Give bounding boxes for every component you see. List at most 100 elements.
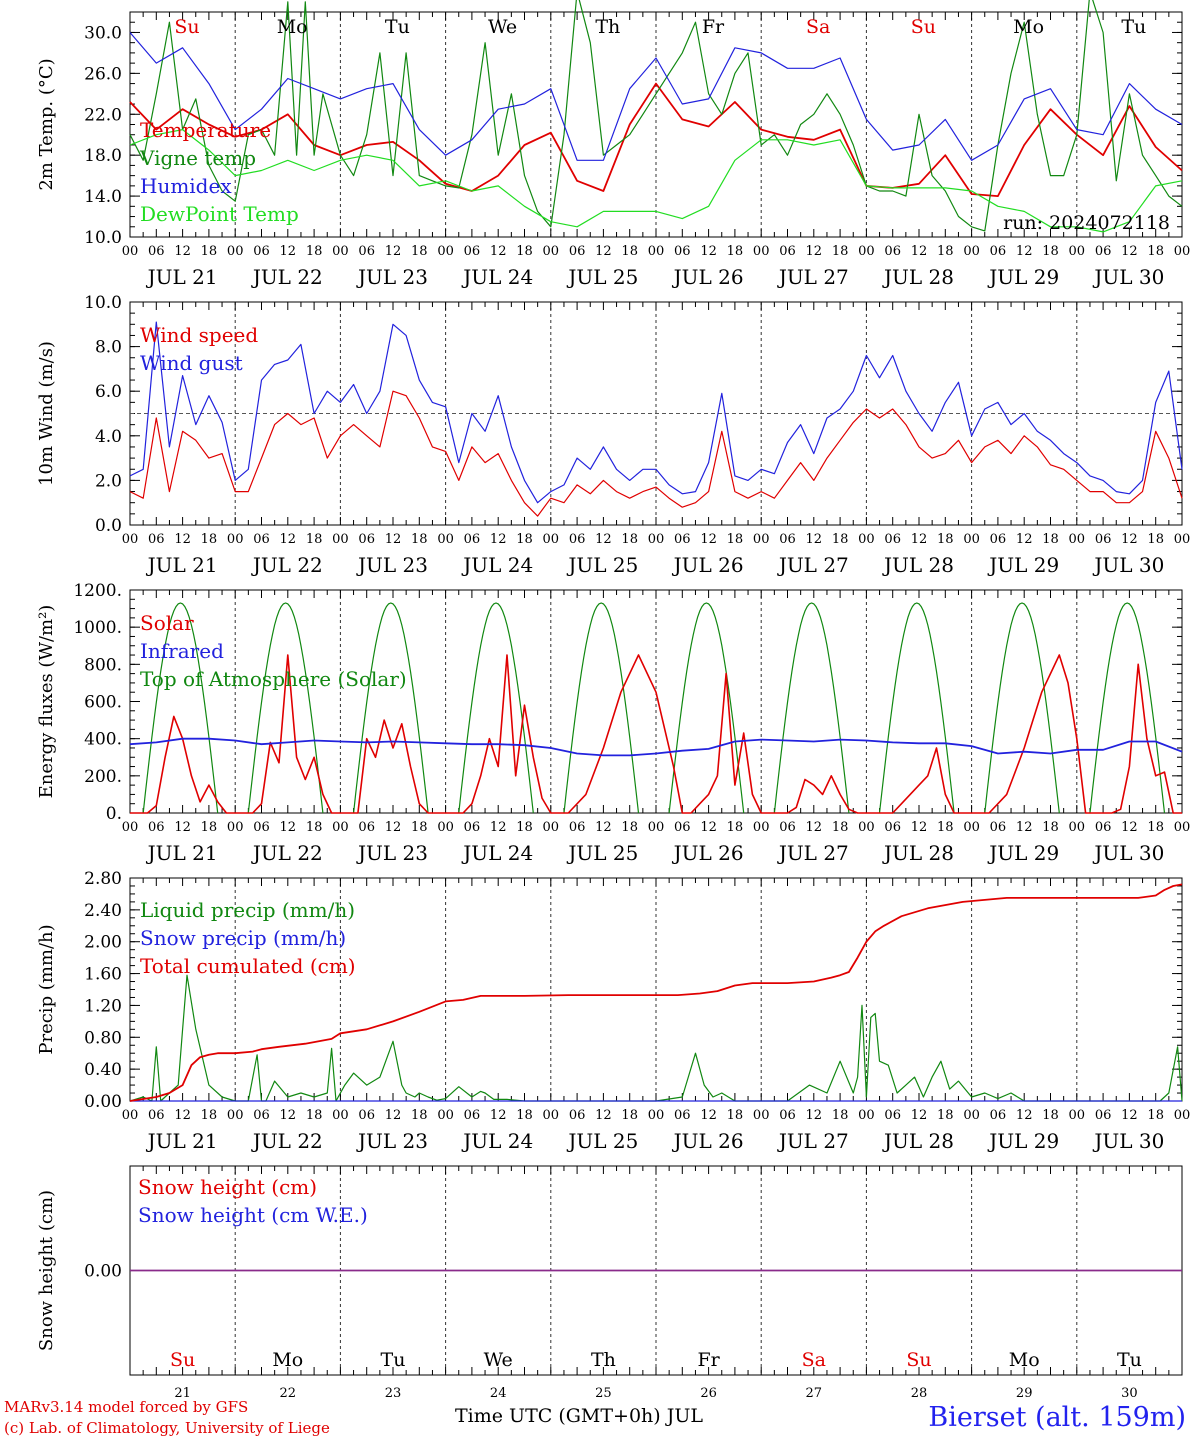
temperature-hour-tick-label: 00 [753, 244, 770, 259]
weekday-label-top: Su [174, 16, 199, 38]
precip-hour-tick-label: 06 [1095, 1108, 1112, 1123]
energy-hour-tick-label: 00 [1069, 820, 1086, 835]
temperature-hour-tick-label: 00 [858, 244, 875, 259]
wind-hour-tick-label: 06 [990, 532, 1007, 547]
energy-hour-tick-label: 00 [963, 820, 980, 835]
precip-hour-tick-label: 18 [937, 1108, 954, 1123]
wind-hour-tick-label: 00 [648, 532, 665, 547]
temperature-y-axis-label: 2m Temp. (°C) [36, 58, 57, 190]
dewpoint-temp-line [129, 129, 1183, 233]
energy-hour-tick-label: 18 [306, 820, 323, 835]
energy-hour-tick-label: 06 [464, 820, 481, 835]
wind-y-tick-label: 8.0 [95, 338, 122, 358]
precip-hour-tick-label: 00 [122, 1108, 139, 1123]
wind-hour-tick-label: 12 [595, 532, 612, 547]
wind-legend-entry: Wind speed [140, 323, 258, 347]
energy-hour-tick-label: 12 [911, 820, 928, 835]
wind-hour-tick-label: 06 [674, 532, 691, 547]
wind-hour-tick-label: 00 [122, 532, 139, 547]
temperature-hour-tick-label: 18 [516, 244, 533, 259]
precip-y-tick-label: 2.00 [84, 933, 122, 953]
day-number-label: 30 [1121, 1386, 1138, 1400]
precip-legend-entry: Snow precip (mm/h) [140, 926, 346, 950]
energy-hour-tick-label: 00 [332, 820, 349, 835]
energy-date-label: JUL 30 [1092, 841, 1164, 865]
toa-solar-line [878, 602, 955, 814]
precip-date-label: JUL 26 [672, 1129, 744, 1153]
temperature-legend-entry: Humidex [140, 174, 232, 198]
temperature-hour-tick-label: 18 [306, 244, 323, 259]
energy-date-label: JUL 27 [777, 841, 849, 865]
energy-date-label: JUL 23 [356, 841, 428, 865]
precip-hour-tick-label: 06 [779, 1108, 796, 1123]
energy-hour-tick-label: 18 [516, 820, 533, 835]
energy-hour-tick-label: 00 [858, 820, 875, 835]
lab-credit-text: (c) Lab. of Climatology, University of L… [4, 1419, 330, 1437]
weekday-label-top: Fr [702, 16, 725, 38]
energy-y-tick-label: 200. [84, 767, 122, 787]
wind-hour-tick-label: 06 [569, 532, 586, 547]
precip-date-label: JUL 22 [251, 1129, 323, 1153]
wind-hour-tick-label: 18 [306, 532, 323, 547]
precip-hour-tick-label: 00 [1069, 1108, 1086, 1123]
wind-date-label: JUL 21 [146, 553, 218, 577]
precip-y-tick-label: 0.80 [84, 1028, 122, 1048]
temperature-hour-tick-label: 06 [569, 244, 586, 259]
temperature-hour-tick-label: 06 [674, 244, 691, 259]
wind-date-label: JUL 26 [672, 553, 744, 577]
precip-y-tick-label: 1.20 [84, 996, 122, 1016]
precip-hour-tick-label: 00 [543, 1108, 560, 1123]
x-axis-title: Time UTC (GMT+0h) JUL [455, 1405, 703, 1427]
wind-hour-tick-label: 12 [911, 532, 928, 547]
energy-hour-tick-label: 18 [832, 820, 849, 835]
energy-date-label: JUL 29 [987, 841, 1059, 865]
precip-hour-tick-label: 06 [148, 1108, 165, 1123]
toa-solar-line [458, 602, 534, 814]
precip-hour-tick-label: 18 [727, 1108, 744, 1123]
precip-hour-tick-label: 18 [411, 1108, 428, 1123]
energy-hour-tick-label: 06 [1095, 820, 1112, 835]
wind-hour-tick-label: 00 [227, 532, 244, 547]
precip-hour-tick-label: 00 [963, 1108, 980, 1123]
wind-hour-tick-label: 06 [779, 532, 796, 547]
temperature-hour-tick-label: 18 [727, 244, 744, 259]
snow-legend-entry: Snow height (cm) [138, 1175, 317, 1199]
wind-hour-tick-label: 18 [832, 532, 849, 547]
precip-hour-tick-label: 12 [1121, 1108, 1138, 1123]
energy-frame [129, 589, 1183, 814]
energy-hour-tick-label: 18 [1042, 820, 1059, 835]
energy-hour-tick-label: 12 [280, 820, 297, 835]
temperature-hour-tick-label: 06 [1095, 244, 1112, 259]
temperature-hour-tick-label: 12 [700, 244, 717, 259]
energy-y-tick-label: 0. [106, 804, 122, 824]
precip-hour-tick-label: 06 [990, 1108, 1007, 1123]
wind-hour-tick-label: 18 [516, 532, 533, 547]
day-number-label: 26 [700, 1386, 717, 1400]
weekday-label-bottom: Th [591, 1349, 616, 1371]
energy-hour-tick-label: 06 [253, 820, 270, 835]
temperature-legend-entry: Vigne temp [139, 146, 256, 170]
wind-date-label: JUL 27 [777, 553, 849, 577]
run-label: run: 2024072118 [1003, 212, 1170, 234]
weekday-label-bottom: We [484, 1349, 513, 1371]
temperature-hour-tick-label: 06 [779, 244, 796, 259]
wind-date-label: JUL 28 [882, 553, 954, 577]
weekday-label-top: Tu [1121, 16, 1146, 38]
weekday-label-top: Th [595, 16, 620, 38]
energy-y-tick-label: 600. [84, 693, 122, 713]
wind-hour-tick-label: 12 [280, 532, 297, 547]
toa-solar-line [1089, 602, 1166, 814]
energy-hour-tick-label: 18 [727, 820, 744, 835]
precip-hour-tick-label: 00 [227, 1108, 244, 1123]
precip-hour-tick-label: 00 [858, 1108, 875, 1123]
toa-solar-line [247, 602, 324, 814]
wind-hour-tick-label: 12 [385, 532, 402, 547]
wind-y-axis-label: 10m Wind (m/s) [36, 341, 57, 486]
energy-y-axis-label: Energy fluxes (W/m²) [36, 605, 57, 799]
snow-y-axis-label: Snow height (cm) [36, 1190, 57, 1351]
energy-hour-tick-label: 12 [1121, 820, 1138, 835]
day-number-label: 27 [806, 1386, 823, 1400]
weekday-label-bottom: Su [170, 1349, 195, 1371]
precip-y-tick-label: 2.40 [84, 901, 122, 921]
temperature-hour-tick-label: 00 [648, 244, 665, 259]
